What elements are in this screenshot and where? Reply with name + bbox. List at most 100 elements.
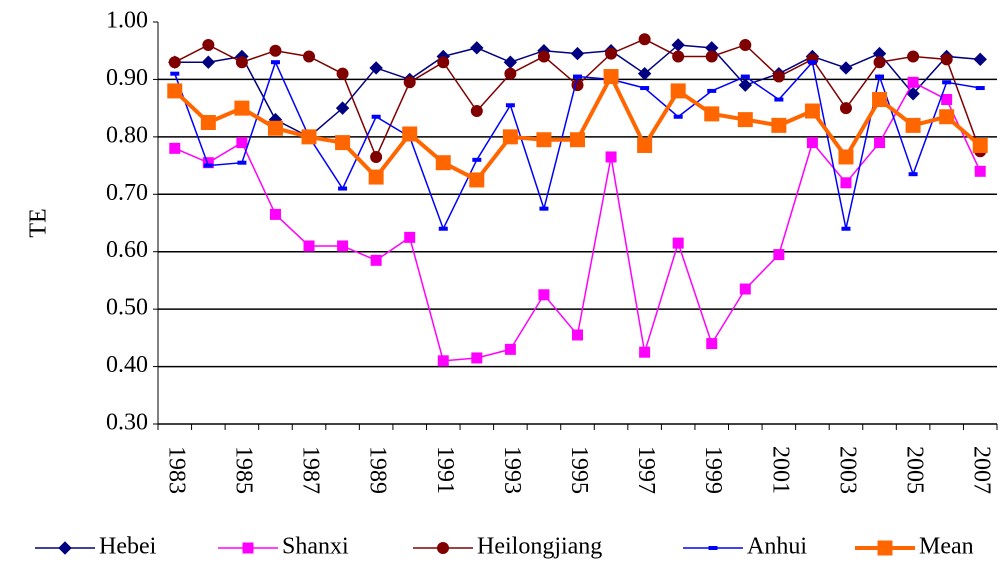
marker xyxy=(303,50,316,63)
x-tick-label: 1987 xyxy=(298,446,324,494)
x-tick-label: 1983 xyxy=(163,446,189,494)
marker xyxy=(942,80,952,85)
marker xyxy=(673,114,683,119)
marker xyxy=(403,76,416,89)
x-tick-label: 2003 xyxy=(834,446,860,494)
marker xyxy=(708,546,718,550)
marker xyxy=(539,206,549,211)
marker xyxy=(503,55,518,69)
marker xyxy=(269,208,281,220)
marker xyxy=(269,44,282,57)
marker xyxy=(200,115,216,130)
marker xyxy=(637,137,653,153)
marker xyxy=(237,160,247,165)
marker xyxy=(537,50,550,63)
marker xyxy=(806,137,818,149)
marker xyxy=(839,61,853,75)
y-tick-label: 0.40 xyxy=(106,352,148,378)
marker xyxy=(939,109,955,125)
x-tick-label: 2001 xyxy=(767,446,793,494)
marker xyxy=(804,103,820,119)
marker xyxy=(404,231,416,243)
marker xyxy=(773,249,785,261)
y-tick-label: 0.80 xyxy=(106,122,148,148)
marker xyxy=(504,343,516,355)
y-tick-label: 0.70 xyxy=(106,180,148,206)
marker xyxy=(335,135,351,151)
marker xyxy=(875,74,885,79)
marker xyxy=(202,157,214,169)
marker xyxy=(201,55,216,69)
marker xyxy=(603,69,619,85)
x-tick-label: 2005 xyxy=(902,446,928,494)
marker xyxy=(737,112,753,128)
marker xyxy=(437,355,449,367)
marker xyxy=(840,177,852,189)
marker xyxy=(267,120,283,136)
x-tick-label: 1999 xyxy=(700,446,726,494)
marker xyxy=(169,142,181,154)
marker xyxy=(301,129,317,145)
marker xyxy=(605,47,618,60)
marker xyxy=(605,151,617,163)
marker xyxy=(170,71,180,76)
x-tick-label: 1991 xyxy=(432,446,458,494)
marker xyxy=(907,50,920,63)
marker xyxy=(58,541,72,555)
marker xyxy=(236,137,248,149)
marker xyxy=(235,56,248,69)
series-line xyxy=(174,81,981,362)
marker xyxy=(371,114,381,119)
marker xyxy=(538,289,550,301)
marker xyxy=(502,129,518,145)
marker xyxy=(774,97,784,102)
marker xyxy=(203,163,213,168)
marker xyxy=(706,338,718,350)
marker xyxy=(740,74,750,79)
marker xyxy=(469,172,485,188)
marker xyxy=(369,61,383,75)
marker xyxy=(772,70,785,83)
marker xyxy=(573,74,582,79)
marker xyxy=(941,94,953,106)
marker xyxy=(242,542,254,554)
marker xyxy=(438,226,448,231)
marker xyxy=(504,67,517,80)
marker xyxy=(972,137,988,153)
marker xyxy=(872,92,888,108)
marker xyxy=(670,83,686,99)
marker xyxy=(368,169,384,185)
marker xyxy=(370,150,383,163)
marker xyxy=(908,172,918,177)
legend-label: Hebei xyxy=(99,534,157,560)
marker xyxy=(470,41,484,55)
marker xyxy=(437,56,450,69)
marker xyxy=(839,102,852,115)
marker xyxy=(638,33,651,46)
y-tick-label: 0.30 xyxy=(106,410,148,436)
marker xyxy=(738,78,753,92)
x-tick-label: 1993 xyxy=(499,446,525,494)
marker xyxy=(974,165,986,177)
marker xyxy=(739,283,751,295)
marker xyxy=(877,540,893,556)
marker xyxy=(336,67,349,80)
marker xyxy=(471,352,483,364)
y-tick-label: 0.50 xyxy=(106,295,148,321)
legend-label: Mean xyxy=(919,534,974,560)
legend-label: Shanxi xyxy=(282,534,349,560)
marker xyxy=(472,157,482,162)
marker xyxy=(570,132,585,148)
marker xyxy=(672,237,684,249)
x-tick-label: 1997 xyxy=(633,446,659,494)
marker xyxy=(570,46,585,61)
marker xyxy=(435,155,451,171)
marker xyxy=(973,52,987,67)
marker xyxy=(940,53,953,66)
y-tick-label: 0.90 xyxy=(106,65,148,91)
marker xyxy=(338,186,348,191)
marker xyxy=(202,38,215,51)
marker xyxy=(572,329,583,341)
marker xyxy=(841,226,851,231)
